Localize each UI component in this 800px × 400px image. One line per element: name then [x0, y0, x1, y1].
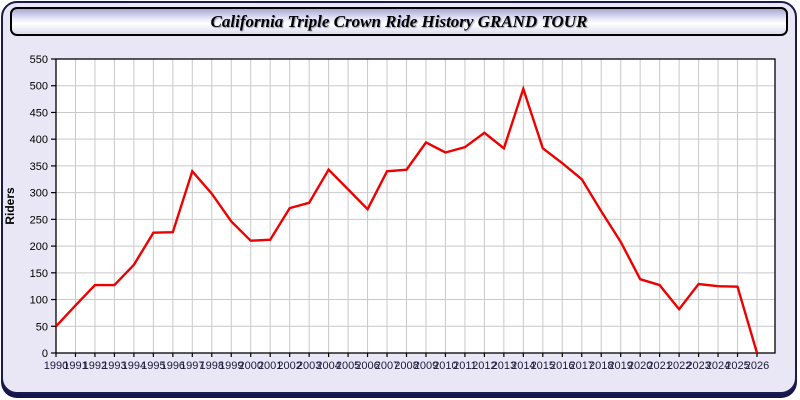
x-axis-tick-label: 1994: [122, 360, 146, 372]
plot-frame: [55, 58, 776, 354]
x-axis-tick-label: 2023: [686, 360, 710, 372]
chart-title: California Triple Crown Ride History GRA…: [210, 11, 588, 31]
x-axis-tick-label: 2004: [316, 360, 340, 372]
x-axis-tick-label: 2017: [570, 360, 594, 372]
y-axis-tick-label: 200: [30, 241, 48, 253]
x-axis-tick-label: 2019: [608, 360, 632, 372]
x-axis-tick-label: 1992: [83, 360, 107, 372]
x-axis-tick-label: 1993: [102, 360, 126, 372]
x-axis-tick-label: 2005: [336, 360, 360, 372]
x-axis-tick-label: 2016: [550, 360, 574, 372]
y-axis-tick-label: 500: [30, 81, 48, 93]
x-axis-tick-label: 2020: [628, 360, 652, 372]
y-axis-label: Riders: [3, 187, 17, 225]
y-axis-tick-label: 0: [42, 348, 48, 360]
plot-area: [56, 59, 775, 353]
x-axis-tick-label: 2024: [706, 360, 730, 372]
x-axis-tick-label: 1996: [161, 360, 185, 372]
title-bar: California Triple Crown Ride History GRA…: [10, 7, 788, 36]
x-axis-tick-label: 2025: [725, 360, 749, 372]
x-axis-tick-label: 2001: [258, 360, 282, 372]
y-axis-tick-label: 550: [30, 54, 48, 66]
y-axis-tick-label: 450: [30, 107, 48, 119]
x-axis-tick-label: 1997: [180, 360, 204, 372]
x-axis-tick-label: 2022: [667, 360, 691, 372]
x-axis-tick-label: 2012: [472, 360, 496, 372]
x-axis-tick-label: 2018: [589, 360, 613, 372]
x-axis-tick-label: 1995: [141, 360, 165, 372]
x-axis-tick-label: 2015: [531, 360, 555, 372]
x-axis-tick-label: 2002: [277, 360, 301, 372]
x-axis-tick-label: 2007: [375, 360, 399, 372]
x-axis-tick-label: 2008: [394, 360, 418, 372]
x-axis-tick-label: 2000: [238, 360, 262, 372]
y-axis-tick-label: 100: [30, 295, 48, 307]
x-axis-tick-label: 2003: [297, 360, 321, 372]
y-axis-tick-label: 150: [30, 268, 48, 280]
x-axis-tick-label: 2006: [355, 360, 379, 372]
x-axis-tick-label: 1991: [63, 360, 87, 372]
x-axis-tick-label: 1999: [219, 360, 243, 372]
y-axis-tick-label: 300: [30, 188, 48, 200]
x-axis-tick-label: 2021: [647, 360, 671, 372]
x-axis-tick-label: 2009: [414, 360, 438, 372]
y-axis-tick-label: 400: [30, 134, 48, 146]
x-axis-tick-label: 2013: [492, 360, 516, 372]
y-axis-tick-label: 250: [30, 214, 48, 226]
x-axis-tick-label: 1990: [44, 360, 68, 372]
x-axis-tick-label: 2011: [453, 360, 477, 372]
y-axis-tick-label: 50: [36, 321, 48, 333]
series-line-riders: [55, 85, 759, 354]
x-axis-tick-label: 2010: [433, 360, 457, 372]
x-axis-tick-label: 2014: [511, 360, 535, 372]
x-axis-tick-label: 1998: [200, 360, 224, 372]
x-axis-tick-label: 2026: [745, 360, 769, 372]
y-axis-tick-label: 350: [30, 161, 48, 173]
